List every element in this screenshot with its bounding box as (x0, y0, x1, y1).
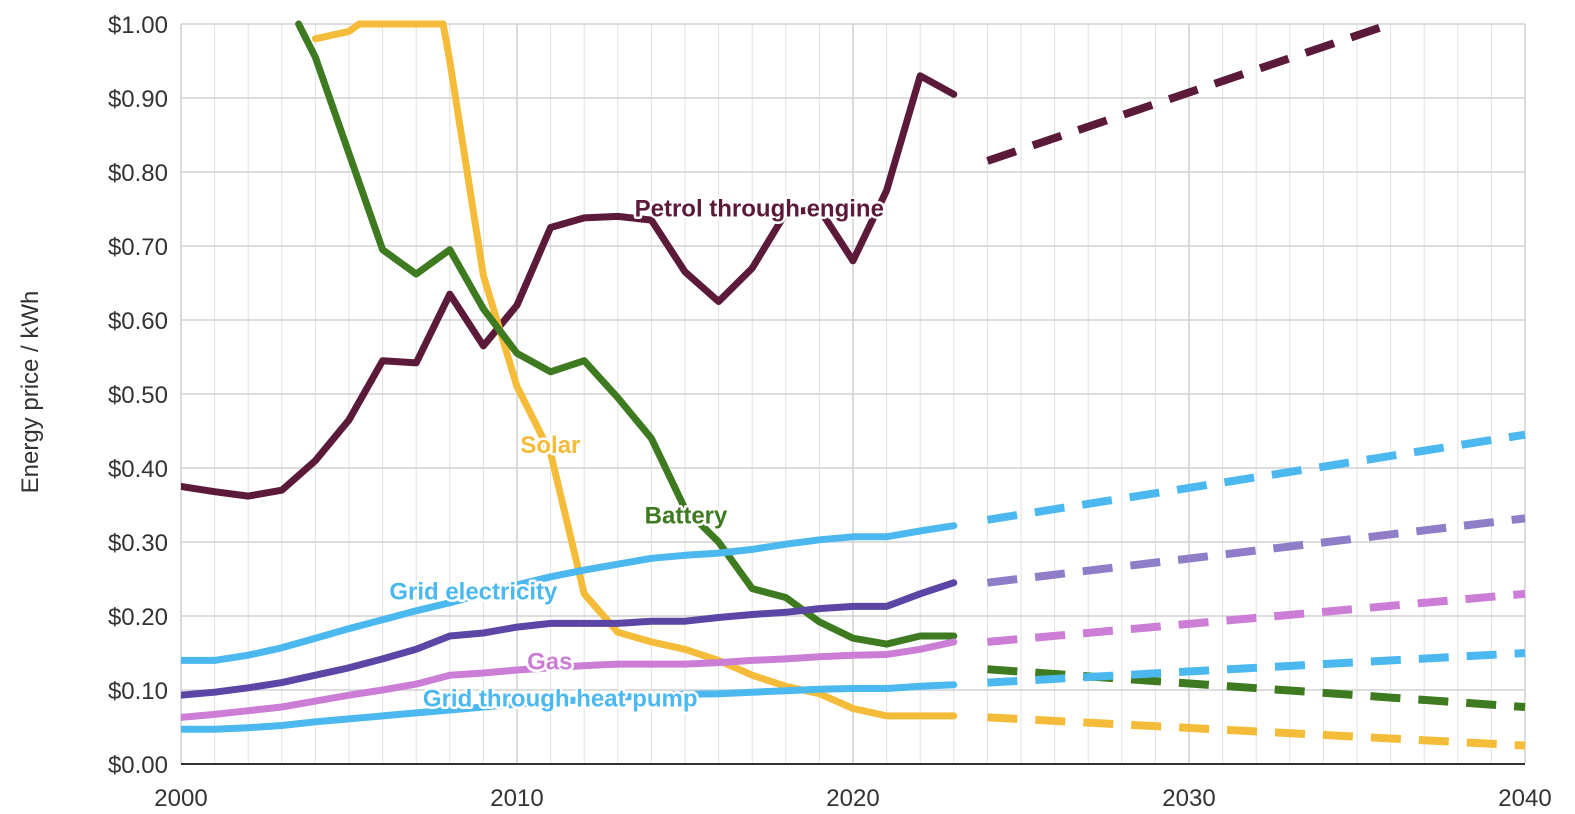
series-label: Gas (527, 648, 572, 675)
y-tick-label: $0.80 (108, 160, 168, 187)
series-line (311, 20, 958, 720)
series-line (181, 579, 958, 699)
y-tick-label: $0.40 (108, 456, 168, 483)
series-labels: Petrol through engine Solar Battery Grid el… (387, 193, 887, 715)
y-axis-label: Energy price / kWh (17, 291, 44, 494)
x-tick-label: 2010 (490, 785, 543, 812)
y-tick-label: $0.30 (108, 530, 168, 557)
series-projection-dashed (987, 649, 1526, 687)
series-label: Grid through heat pump (423, 685, 698, 712)
series-projection-dashed (987, 589, 1526, 646)
series-label: Battery (645, 503, 728, 530)
series-label: Solar (520, 432, 580, 459)
y-tick-label: $0.50 (108, 382, 168, 409)
y-tick-label: $0.60 (108, 308, 168, 335)
series-label: Grid electricity (389, 579, 558, 606)
x-tick-label: 2000 (154, 785, 207, 812)
series-line (295, 20, 958, 648)
series-line (181, 72, 958, 500)
series-line (181, 522, 958, 664)
y-tick-label: $0.20 (108, 604, 168, 631)
x-tick-label: 2040 (1498, 785, 1551, 812)
y-tick-label: $0.10 (108, 678, 168, 705)
series-projection-dashed (986, 20, 1392, 165)
y-tick-label: $0.00 (108, 752, 168, 779)
y-tick-label: $1.00 (108, 12, 168, 39)
series-projection-dashed (987, 665, 1526, 712)
series-projection-dashed (986, 430, 1526, 524)
series-line (181, 681, 958, 733)
series-group (181, 20, 1526, 750)
series-projection-dashed (987, 713, 1526, 750)
y-tick-label: $0.70 (108, 234, 168, 261)
x-tick-label: 2020 (826, 785, 879, 812)
x-tick-label: 2030 (1162, 785, 1215, 812)
series-label: Petrol through engine (635, 195, 884, 222)
axes: $0.00 $0.10 $0.20 $0.30 $0.40 $0.50 $0.60 $0.70… (108, 12, 1552, 812)
y-tick-label: $0.90 (108, 86, 168, 113)
series-line (181, 638, 958, 721)
series-projection-dashed (986, 514, 1526, 587)
